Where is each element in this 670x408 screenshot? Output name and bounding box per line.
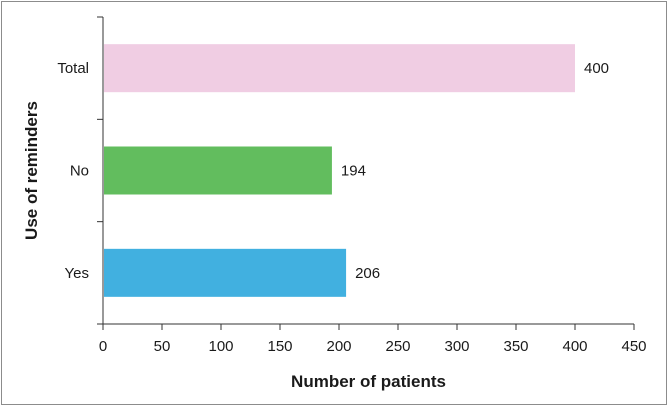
bar-yes bbox=[104, 248, 347, 297]
x-tick-label: 150 bbox=[267, 338, 292, 355]
y-axis-ticks bbox=[97, 16, 103, 325]
x-axis-ticks: 0 50 100 150 200 250 300 350 400 450 bbox=[99, 324, 647, 355]
x-tick-label: 50 bbox=[154, 338, 171, 355]
axes bbox=[102, 17, 634, 325]
x-tick-label: 450 bbox=[621, 338, 646, 355]
bar-total bbox=[104, 44, 575, 93]
bars bbox=[104, 44, 575, 297]
category-labels: Total No Yes bbox=[57, 60, 89, 282]
category-label-no: No bbox=[70, 163, 89, 180]
bar-no bbox=[104, 146, 332, 195]
x-tick-label: 0 bbox=[99, 338, 107, 355]
y-axis-title: Use of reminders bbox=[22, 101, 41, 240]
data-label-yes: 206 bbox=[355, 265, 380, 282]
category-label-total: Total bbox=[57, 60, 89, 77]
x-tick-label: 400 bbox=[562, 338, 587, 355]
x-axis-title: Number of patients bbox=[291, 372, 446, 391]
x-tick-label: 300 bbox=[444, 338, 469, 355]
x-tick-label: 250 bbox=[385, 338, 410, 355]
data-labels: 400 194 206 bbox=[341, 60, 609, 282]
category-label-yes: Yes bbox=[65, 265, 89, 282]
x-tick-label: 200 bbox=[326, 338, 351, 355]
x-tick-label: 100 bbox=[208, 338, 233, 355]
x-tick-label: 350 bbox=[503, 338, 528, 355]
data-label-total: 400 bbox=[584, 60, 609, 77]
data-label-no: 194 bbox=[341, 163, 366, 180]
